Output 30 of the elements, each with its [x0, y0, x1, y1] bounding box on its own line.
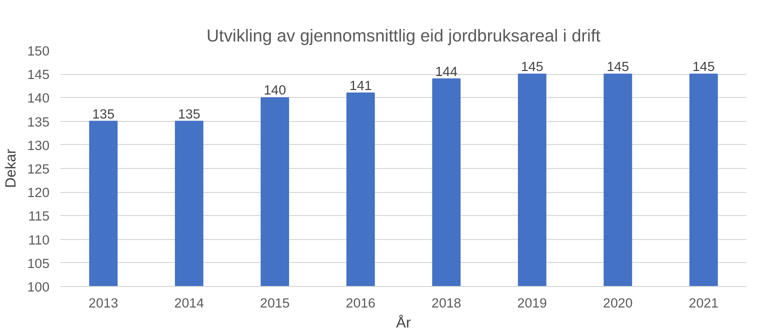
y-tick-label: 150 [27, 44, 50, 58]
x-tick-label: 2019 [517, 296, 547, 310]
y-tick-label: 140 [27, 90, 50, 106]
y-tick-label: 115 [28, 208, 50, 224]
chart-title: Utvikling av gjennomsnittlig eid jordbruksareal i drift [206, 26, 601, 46]
data-label: 135 [178, 106, 200, 122]
x-tick-label: 2021 [688, 296, 718, 310]
data-label: 141 [350, 78, 372, 93]
x-tick-label: 2016 [346, 296, 376, 310]
data-label: 145 [606, 59, 630, 74]
y-tick-label: 100 [27, 280, 50, 294]
data-label: 140 [264, 82, 286, 98]
data-label: 135 [92, 106, 115, 122]
x-tick-label: 2020 [603, 296, 633, 310]
data-label: 145 [692, 59, 715, 74]
y-tick-label: 135 [27, 114, 50, 130]
y-tick-label: 145 [27, 67, 50, 82]
x-tick-label: 2013 [88, 296, 118, 310]
y-tick-label: 105 [27, 256, 50, 271]
y-tick-label: 130 [27, 138, 50, 153]
y-tick-label: 110 [28, 232, 50, 248]
y-tick-label: 120 [27, 185, 50, 200]
x-tick-label: 2014 [174, 296, 205, 310]
y-axis-title: Dekar [3, 148, 20, 188]
y-tick-label: 125 [27, 162, 50, 176]
data-label: 144 [435, 64, 458, 79]
x-tick-label: 2018 [432, 296, 462, 310]
x-tick-label: 2015 [260, 296, 290, 310]
data-label: 145 [521, 59, 544, 74]
x-axis-title: År [396, 314, 411, 332]
